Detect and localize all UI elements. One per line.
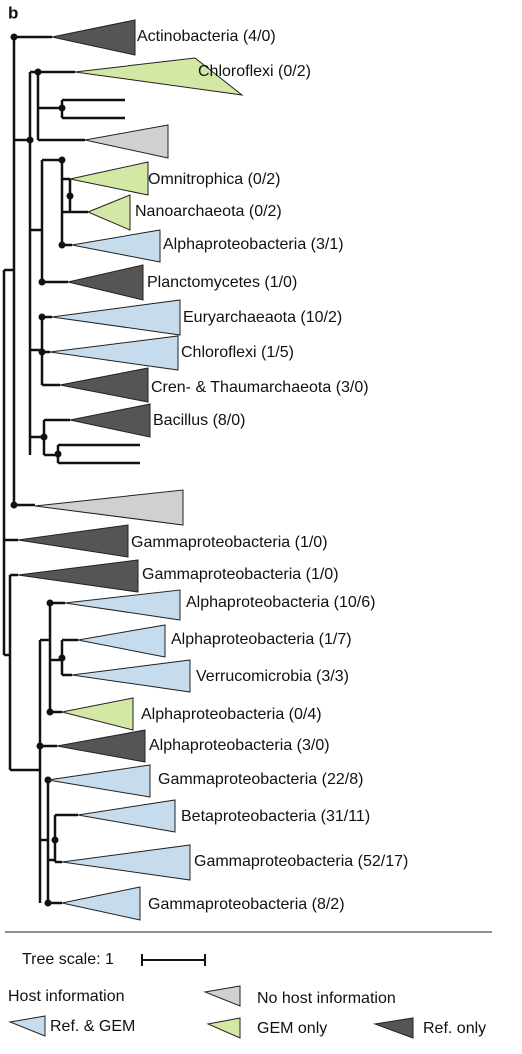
clade-label: Omnitrophica (0/2)	[148, 171, 281, 188]
legend-label: Ref. only	[423, 1020, 486, 1037]
clade-label: Euryarchaeaota (10/2)	[183, 309, 342, 326]
clade-label: Alphaproteobacteria (3/1)	[163, 236, 344, 253]
clade-label: Nanoarchaeota (0/2)	[135, 203, 282, 220]
clade-label: Gammaproteobacteria (8/2)	[148, 896, 345, 913]
tree-scale-label: Tree scale: 1	[22, 951, 114, 968]
clade-label: Gammaproteobacteria (52/17)	[194, 853, 408, 870]
legend-swatch	[203, 985, 241, 1007]
clade-labels: Actinobacteria (4/0) Chloroflexi (0/2) O…	[131, 28, 408, 913]
clade-label: Cren- & Thaumarchaeota (3/0)	[151, 379, 369, 396]
branches	[2, 33, 140, 907]
clade-label: Gammaproteobacteria (1/0)	[142, 566, 339, 583]
clade-label: Bacillus (8/0)	[153, 412, 245, 429]
clade-label: Alphaproteobacteria (0/4)	[141, 706, 322, 723]
clade-label: Chloroflexi (1/5)	[181, 344, 294, 361]
legend-label: GEM only	[257, 1020, 327, 1037]
legend-swatch	[206, 1017, 241, 1039]
clade-label: Actinobacteria (4/0)	[137, 28, 276, 45]
legend-swatch	[373, 1017, 414, 1039]
clade-label: Alphaproteobacteria (1/7)	[171, 631, 352, 648]
tree-scale: Tree scale: 1	[22, 951, 206, 968]
legend-title: Host information	[8, 988, 125, 1005]
clade-label: Gammaproteobacteria (1/0)	[131, 534, 328, 551]
clade-label: Betaproteobacteria (31/11)	[181, 808, 370, 825]
legend-label: No host information	[257, 990, 396, 1007]
clade-triangles	[17, 19, 244, 921]
legend: Host information No host information Ref…	[8, 985, 486, 1039]
panel-label: b	[8, 3, 18, 22]
clade-label: Gammaproteobacteria (22/8)	[158, 771, 363, 788]
clade-label: Chloroflexi (0/2)	[198, 63, 311, 80]
clade-label: Planctomycetes (1/0)	[147, 274, 297, 291]
clade-label: Verrucomicrobia (3/3)	[196, 668, 349, 685]
clade-label: Alphaproteobacteria (3/0)	[149, 737, 330, 754]
scale-bar	[141, 954, 206, 966]
legend-label: Ref. & GEM	[50, 1018, 135, 1035]
clade-label: Alphaproteobacteria (10/6)	[186, 594, 375, 611]
legend-swatch	[8, 1015, 46, 1037]
